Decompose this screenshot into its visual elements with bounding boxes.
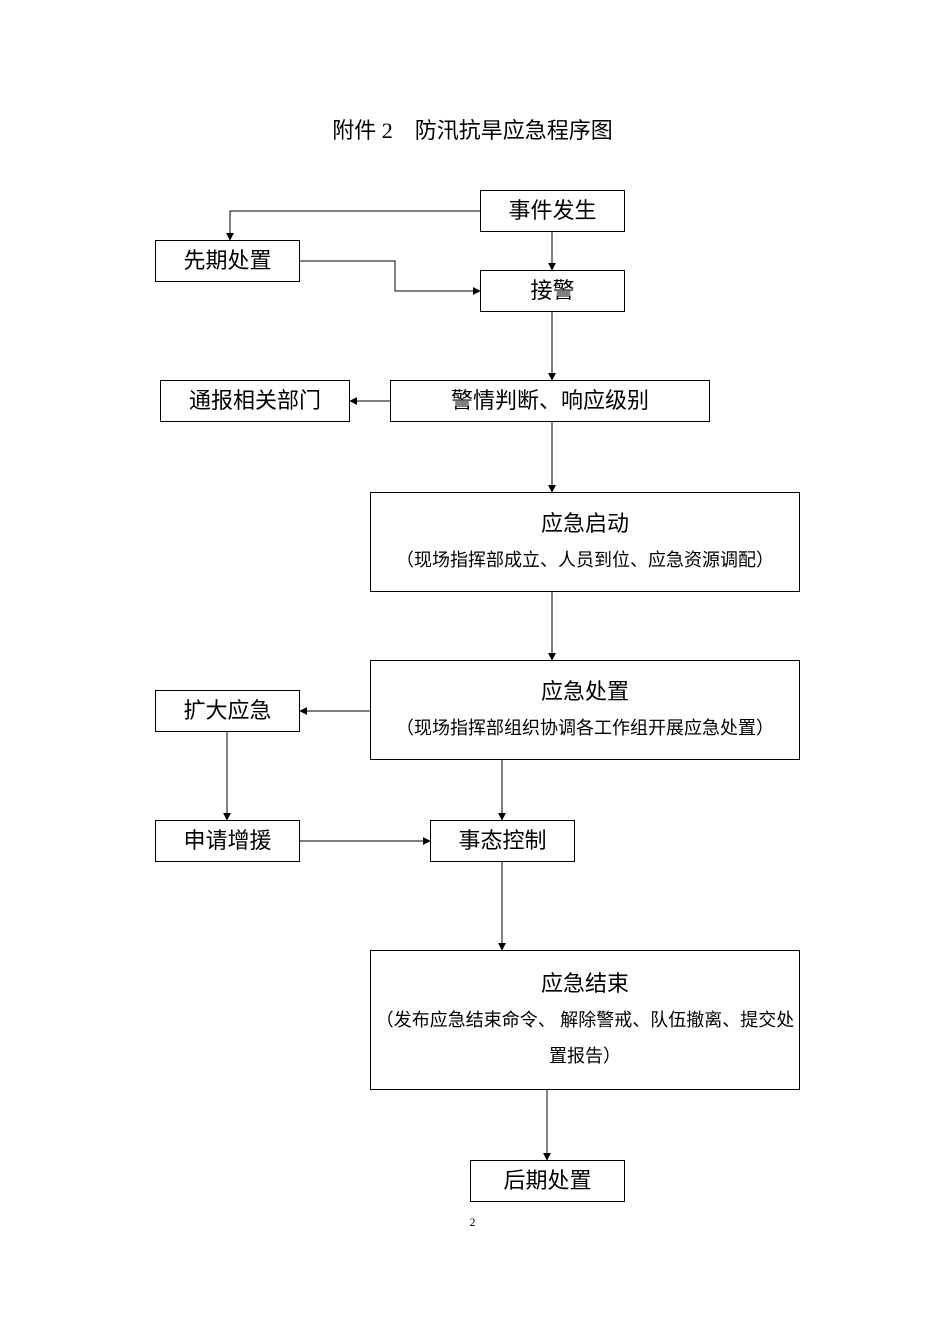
node-handle-label: 应急处置 [541,674,629,709]
node-event-label: 事件发生 [508,193,596,228]
node-end-label: 应急结束 [541,966,629,1001]
node-control: 事态控制 [430,820,575,862]
node-post: 后期处置 [470,1160,625,1202]
node-notify-label: 通报相关部门 [189,383,321,418]
node-reinforce: 申请增援 [155,820,300,862]
node-handle: 应急处置 （现场指挥部组织协调各工作组开展应急处置） [370,660,800,760]
node-start-sub: （现场指挥部成立、人员到位、应急资源调配） [396,542,774,578]
node-judge: 警情判断、响应级别 [390,380,710,422]
node-alarm: 接警 [480,270,625,312]
node-handle-sub: （现场指挥部组织协调各工作组开展应急处置） [396,710,774,746]
node-notify: 通报相关部门 [160,380,350,422]
node-prelim: 先期处置 [155,240,300,282]
node-reinforce-label: 申请增援 [183,823,271,858]
page-title: 附件 2 防汛抗旱应急程序图 [0,113,945,145]
node-end-sub: （发布应急结束命令、 解除警戒、队伍撤离、提交处置报告） [375,1002,795,1074]
node-control-label: 事态控制 [458,823,546,858]
node-post-label: 后期处置 [503,1163,591,1198]
node-start-label: 应急启动 [541,506,629,541]
page-number: 2 [0,1215,945,1230]
node-prelim-label: 先期处置 [183,243,271,278]
node-expand-label: 扩大应急 [183,693,271,728]
node-end: 应急结束 （发布应急结束命令、 解除警戒、队伍撤离、提交处置报告） [370,950,800,1090]
node-event: 事件发生 [480,190,625,232]
node-start: 应急启动 （现场指挥部成立、人员到位、应急资源调配） [370,492,800,592]
node-alarm-label: 接警 [530,273,574,308]
node-judge-label: 警情判断、响应级别 [451,383,649,418]
node-expand: 扩大应急 [155,690,300,732]
